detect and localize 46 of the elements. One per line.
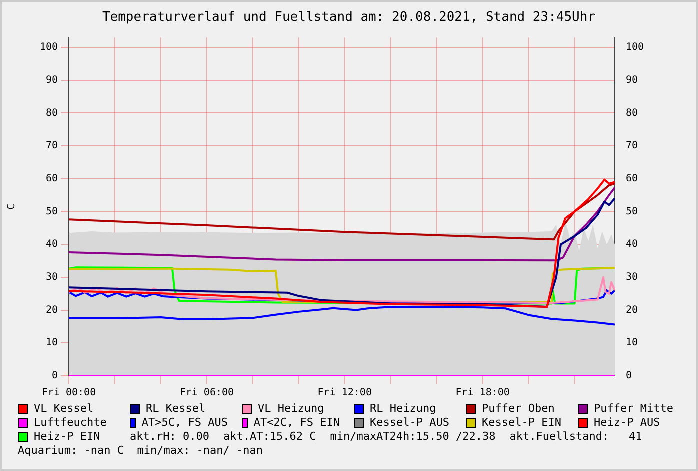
- x-tick-label: Fri 18:00: [456, 388, 510, 399]
- y-tick-label: 50: [46, 206, 58, 218]
- legend-label: Luftfeuchte: [33, 416, 108, 430]
- y-tick-label: 80: [46, 108, 58, 119]
- legend-label: AT>5C, FS AUS: [140, 416, 228, 430]
- y2-tick-label: 50: [626, 206, 638, 218]
- y2-tick-label: 30: [626, 272, 638, 284]
- y2-tick-label: 80: [626, 108, 638, 119]
- legend-label: Heiz-P EIN: [33, 430, 102, 444]
- text: akt.Fuellstand: 41: [510, 430, 642, 444]
- y2-tick-label: 100: [626, 42, 644, 54]
- y-tick-label: 40: [46, 239, 58, 250]
- legend-label: RL Kessel: [145, 402, 207, 416]
- legend-label: Kessel-P AUS: [369, 416, 450, 430]
- y2-tick-label: 70: [626, 140, 638, 152]
- legend-label: RL Heizung: [369, 402, 438, 416]
- y-tick-label: 10: [46, 338, 58, 349]
- chart-title: Temperaturverlauf und Fuellstand am: 20.08.2021, Stand 23:45Uhr: [102, 10, 596, 26]
- y-tick-label: 20: [46, 304, 58, 316]
- y-tick-label: 100: [40, 42, 58, 54]
- legend-label: Kessel-P EIN: [481, 416, 562, 430]
- legend-label: AT<2C, FS EIN: [252, 416, 340, 430]
- text: min/maxAT24h:15.50 /22.38: [330, 430, 496, 444]
- y-tick-label: 60: [46, 173, 58, 184]
- text: akt.AT:15.62 C: [223, 430, 316, 444]
- legend-label: Heiz-P AUS: [593, 416, 662, 430]
- y2-tick-label: 0: [626, 370, 632, 382]
- text: Aquarium: -nan C min/max: -nan/ -nan: [18, 444, 264, 458]
- legend-label: VL Kessel: [33, 402, 95, 416]
- text: akt.rH: 0.00: [130, 430, 210, 444]
- y2-tick-label: 60: [626, 173, 638, 184]
- y2-tick-label: 90: [626, 74, 638, 86]
- y-tick-label: 90: [46, 74, 58, 86]
- legend-label: Puffer Oben: [481, 402, 556, 416]
- legend-label: VL Heizung: [257, 402, 326, 416]
- legend-label: Puffer Mitte: [593, 402, 674, 416]
- x-tick-label: Fri 06:00: [180, 388, 234, 399]
- y2-tick-label: 20: [626, 304, 638, 316]
- x-tick-label: Fri 12:00: [318, 388, 372, 399]
- y-tick-label: 70: [46, 140, 58, 152]
- y-axis-title: C: [6, 204, 18, 210]
- x-tick-label: Fri 00:00: [42, 388, 96, 399]
- y2-tick-label: 40: [626, 239, 638, 250]
- y2-tick-label: 10: [626, 338, 638, 349]
- y-tick-label: 30: [46, 272, 58, 284]
- y-tick-label: 0: [52, 370, 58, 382]
